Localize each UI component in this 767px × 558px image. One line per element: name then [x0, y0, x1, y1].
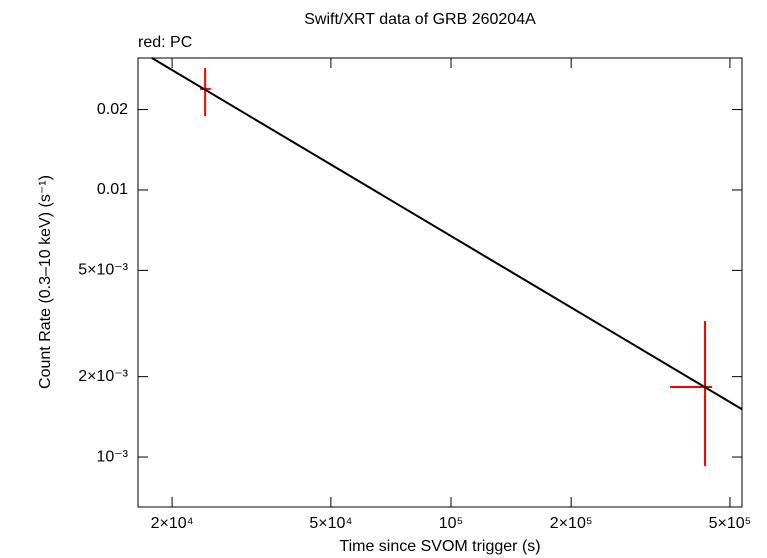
- x-tick-label: 5×10⁴: [309, 515, 352, 532]
- annotation: red: PC: [138, 34, 192, 51]
- plot-frame: [137, 57, 743, 508]
- y-axis-label: Count Rate (0.3–10 keV) (s⁻¹): [37, 175, 54, 389]
- chart-title: Swift/XRT data of GRB 260204A: [304, 11, 536, 28]
- y-tick-label: 0.02: [97, 101, 128, 118]
- y-tick-label: 0.01: [97, 181, 128, 198]
- x-tick-label: 5×10⁵: [709, 515, 752, 532]
- x-axis-label: Time since SVOM trigger (s): [339, 538, 540, 555]
- y-tick-label: 10⁻³: [96, 448, 128, 465]
- x-tick-label: 10⁵: [439, 515, 463, 532]
- x-tick-label: 2×10⁴: [151, 515, 194, 532]
- model-line: [151, 57, 743, 411]
- x-tick-label: 2×10⁵: [550, 515, 593, 532]
- y-tick-label: 2×10⁻³: [78, 368, 128, 385]
- y-tick-label: 5×10⁻³: [78, 262, 128, 279]
